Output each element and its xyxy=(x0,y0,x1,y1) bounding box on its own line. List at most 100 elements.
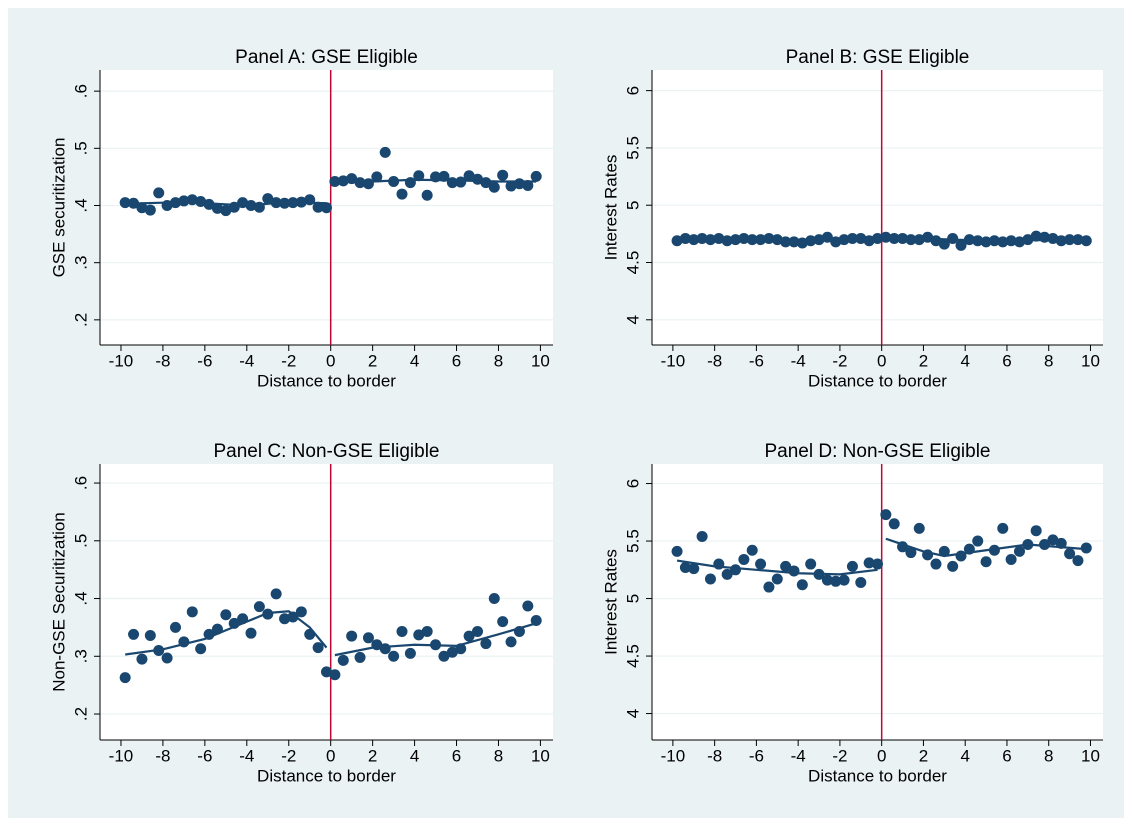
fit-line xyxy=(334,622,537,657)
data-point xyxy=(1013,236,1025,248)
x-tick-label: 6 xyxy=(1002,746,1011,765)
x-tick-label: 0 xyxy=(877,746,886,765)
data-point xyxy=(472,625,483,637)
data-point xyxy=(930,558,942,570)
x-tick-label: 0 xyxy=(877,351,886,370)
y-tick-label: .2 xyxy=(71,313,90,327)
data-point xyxy=(688,563,700,575)
data-point xyxy=(329,175,341,187)
data-point xyxy=(488,593,500,605)
data-point xyxy=(262,193,274,205)
plot-area xyxy=(100,464,553,740)
y-tick-label: 4 xyxy=(623,315,642,324)
x-tick-label: 10 xyxy=(1081,746,1100,765)
data-point xyxy=(463,170,475,182)
data-point xyxy=(704,573,716,585)
data-point xyxy=(220,205,232,217)
data-point xyxy=(119,672,131,684)
data-point xyxy=(136,653,148,665)
data-point xyxy=(153,187,165,199)
fit-line xyxy=(676,559,878,576)
y-tick-label: .5 xyxy=(71,534,90,548)
x-tick-label: -6 xyxy=(197,746,212,765)
x-axis-label: Distance to border xyxy=(257,766,396,785)
data-point xyxy=(838,574,850,586)
data-point xyxy=(913,522,925,534)
data-point xyxy=(922,231,934,243)
data-point xyxy=(855,232,867,244)
data-point xyxy=(846,232,858,244)
panel-title: Panel A: GSE Eligible xyxy=(235,47,418,68)
data-point xyxy=(161,652,173,664)
data-point xyxy=(530,170,542,182)
fit-line xyxy=(885,537,1087,558)
x-tick-label: -10 xyxy=(109,746,134,765)
y-tick-label: 5.5 xyxy=(623,136,642,160)
y-axis-label: Interest Rates xyxy=(601,155,620,261)
data-point xyxy=(671,235,683,247)
data-point xyxy=(379,146,391,158)
data-point xyxy=(1030,230,1042,242)
data-point xyxy=(413,629,425,641)
data-point xyxy=(872,232,883,244)
data-point xyxy=(253,601,265,613)
data-point xyxy=(738,232,750,244)
data-point xyxy=(1013,545,1025,557)
data-point xyxy=(371,171,383,183)
x-tick-label: -6 xyxy=(749,746,764,765)
x-tick-label: -2 xyxy=(832,746,847,765)
data-point xyxy=(379,643,391,655)
y-tick-label: 4 xyxy=(623,709,642,718)
data-point xyxy=(763,581,775,593)
fit-line xyxy=(334,178,537,183)
data-point xyxy=(195,643,207,655)
data-point xyxy=(721,568,733,580)
data-point xyxy=(220,609,232,621)
data-point xyxy=(997,236,1009,248)
x-tick-label: 10 xyxy=(531,351,550,370)
x-tick-label: 6 xyxy=(452,351,461,370)
data-point xyxy=(713,232,725,244)
data-point xyxy=(178,195,190,207)
data-point xyxy=(721,235,733,247)
data-point xyxy=(755,558,767,570)
x-tick-label: 0 xyxy=(326,351,335,370)
x-tick-label: 8 xyxy=(494,746,503,765)
data-point xyxy=(1047,534,1059,546)
data-point xyxy=(295,606,307,618)
x-tick-label: -2 xyxy=(281,746,296,765)
x-tick-label: 2 xyxy=(919,746,928,765)
x-tick-label: -4 xyxy=(239,351,254,370)
data-point xyxy=(497,169,509,181)
data-point xyxy=(880,509,892,521)
data-point xyxy=(796,579,808,591)
data-point xyxy=(346,630,358,642)
data-point xyxy=(195,195,207,207)
data-point xyxy=(362,632,374,644)
x-tick-label: 10 xyxy=(1081,351,1100,370)
y-tick-label: .2 xyxy=(71,707,90,721)
y-tick-label: 6 xyxy=(623,479,642,488)
data-point xyxy=(830,575,842,587)
data-point xyxy=(888,518,900,530)
x-tick-label: -10 xyxy=(661,746,686,765)
data-point xyxy=(696,232,708,244)
y-tick-label: .6 xyxy=(71,84,90,98)
data-point xyxy=(863,235,875,247)
fit-line xyxy=(125,610,328,656)
y-tick-label: 5 xyxy=(623,200,642,209)
data-point xyxy=(872,558,883,570)
data-point xyxy=(421,625,433,637)
x-tick-label: -8 xyxy=(155,351,170,370)
data-point xyxy=(788,565,800,577)
data-point xyxy=(522,179,534,191)
y-tick-label: .4 xyxy=(71,198,90,212)
plot-area xyxy=(652,70,1103,345)
data-point xyxy=(128,628,140,640)
y-tick-label: 4.5 xyxy=(623,251,642,275)
data-point xyxy=(855,576,867,588)
data-point xyxy=(505,180,517,192)
data-point xyxy=(947,560,959,572)
